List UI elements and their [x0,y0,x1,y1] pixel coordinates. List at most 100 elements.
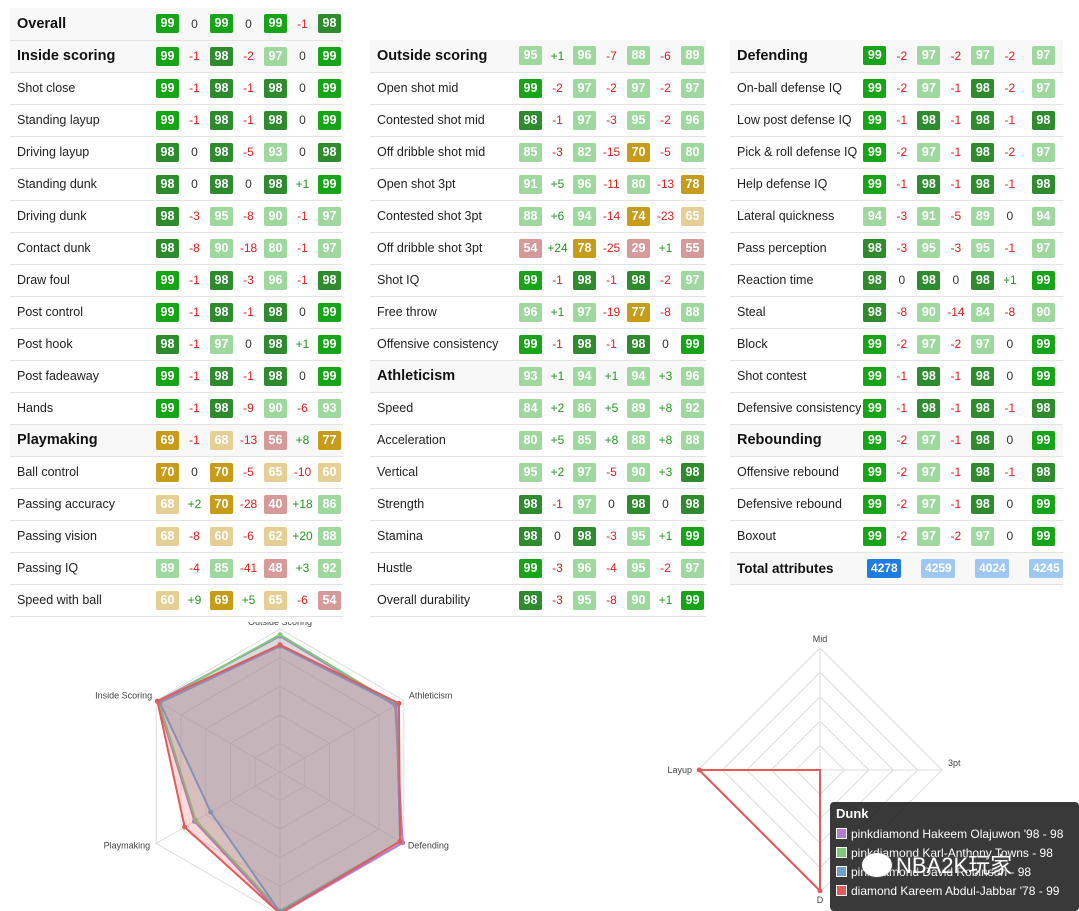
rating-delta: -1 [181,328,208,361]
rating-badge: 98 [863,238,887,258]
total-badge: 4259 [921,558,956,578]
rating-delta: -1 [942,456,970,489]
attribute-row-low-post-defense-iq: Low post defense IQ 99 -1 98 -1 98 -1 98 [730,104,1064,137]
rating-badge: 97 [917,46,941,66]
rating-badge: 86 [318,494,341,514]
rating-badge: 98 [210,366,233,386]
rating-badge: 70 [627,142,650,162]
rating-delta: -13 [652,168,679,201]
rating-badge: 92 [681,398,704,418]
rating-badge: 99 [519,334,542,354]
rating-delta: -2 [996,136,1024,169]
rating-badge: 98 [318,14,341,34]
rating-delta: -1 [544,104,571,137]
rating-badge: 68 [156,526,179,546]
rating-badge: 56 [264,430,287,450]
tooltip-entry: pinkdiamond David Robinson - 98 [836,862,1073,881]
rating-badge: 97 [318,238,341,258]
rating-delta: -1 [181,72,208,105]
rating-badge: 99 [863,142,887,162]
rating-badge: 99 [210,14,233,34]
rating-badge: 97 [1031,142,1055,162]
rating-delta: -1 [996,232,1024,265]
rating-badge: 99 [863,430,887,450]
rating-delta: -1 [289,264,316,297]
rating-badge: 98 [681,462,704,482]
rating-badge: 90 [210,238,233,258]
attribute-label: Contested shot 3pt [370,200,517,233]
attribute-label: Standing layup [10,104,154,137]
rating-badge: 90 [264,206,287,226]
rating-delta: -14 [942,296,970,329]
rating-delta: -1 [942,136,970,169]
rating-delta: -28 [235,488,262,521]
rating-delta: -3 [598,104,625,137]
rating-badge: 96 [681,110,704,130]
attribute-row-offensive-rebound: Offensive rebound 99 -2 97 -1 98 -1 98 [730,456,1064,489]
section-title: Rebounding [730,424,862,457]
rating-delta: -5 [652,136,679,169]
radar-axis-label: Defending [408,841,449,851]
rating-badge: 85 [573,430,596,450]
rating-badge: 99 [1031,366,1055,386]
attribute-label: Off dribble shot mid [370,136,517,169]
rating-delta: -2 [942,40,970,73]
attribute-row-shot-iq: Shot IQ 99 -1 98 -1 98 -2 97 [370,264,706,297]
rating-delta: -2 [996,72,1024,105]
rating-badge: 98 [971,430,995,450]
attribute-label: Defensive rebound [730,488,862,521]
rating-delta: +1 [289,168,316,201]
rating-badge: 97 [971,526,995,546]
attribute-label: Free throw [370,296,517,329]
radar-point [182,824,188,830]
rating-badge: 98 [156,334,179,354]
rating-badge: 85 [519,142,542,162]
rating-delta: -3 [544,136,571,169]
attribute-row-passing-vision: Passing vision 68 -8 60 -6 62 +20 88 [10,520,343,553]
attribute-row-off-dribble-shot-mid: Off dribble shot mid 85 -3 82 -15 70 -5 80 [370,136,706,169]
attribute-label: Lateral quickness [730,200,862,233]
radar-axis-label: Mid [813,634,828,644]
rating-badge: 97 [627,78,650,98]
rating-delta: -2 [888,456,916,489]
rating-delta: -2 [888,488,916,521]
rating-badge: 96 [573,174,596,194]
legend-swatch [836,847,847,858]
rating-delta: -2 [544,72,571,105]
rating-badge: 97 [917,142,941,162]
radar-point [154,698,160,704]
rating-delta: -3 [598,520,625,553]
rating-delta: 0 [996,360,1024,393]
attribute-row-post-control: Post control 99 -1 98 -1 98 0 99 [10,296,343,329]
section-defending: Defending 99 -2 97 -2 97 -2 97 [730,40,1064,73]
rating-badge: 62 [264,526,287,546]
rating-delta: -5 [942,200,970,233]
rating-badge: 98 [681,494,704,514]
rating-delta: -8 [598,584,625,617]
rating-badge: 98 [1031,110,1055,130]
radar-point [817,888,823,894]
rating-delta: -1 [235,104,262,137]
attribute-label: Draw foul [10,264,154,297]
attribute-label: Boxout [730,520,862,553]
rating-badge: 97 [573,302,596,322]
legend-swatch [836,885,847,896]
rating-delta: -8 [181,232,208,265]
rating-badge: 93 [519,366,542,386]
rating-badge: 88 [519,206,542,226]
rating-badge: 95 [971,238,995,258]
rating-delta: -3 [942,232,970,265]
attribute-label: Stamina [370,520,517,553]
rating-delta: -2 [888,520,916,553]
radar-axis-label: Layup [667,765,692,775]
rating-delta: -2 [888,40,916,73]
attribute-row-standing-layup: Standing layup 99 -1 98 -1 98 0 99 [10,104,343,137]
rating-delta: -1 [289,232,316,265]
attribute-row-overall-durability: Overall durability 98 -3 95 -8 90 +1 99 [370,584,706,617]
tooltip-entry: pinkdiamond Karl-Anthony Towns - 98 [836,843,1073,862]
attribute-row-hustle: Hustle 99 -3 96 -4 95 -2 97 [370,552,706,585]
rating-badge: 98 [573,334,596,354]
rating-badge: 98 [210,398,233,418]
total-badge: 4024 [975,558,1010,578]
rating-badge: 98 [210,270,233,290]
